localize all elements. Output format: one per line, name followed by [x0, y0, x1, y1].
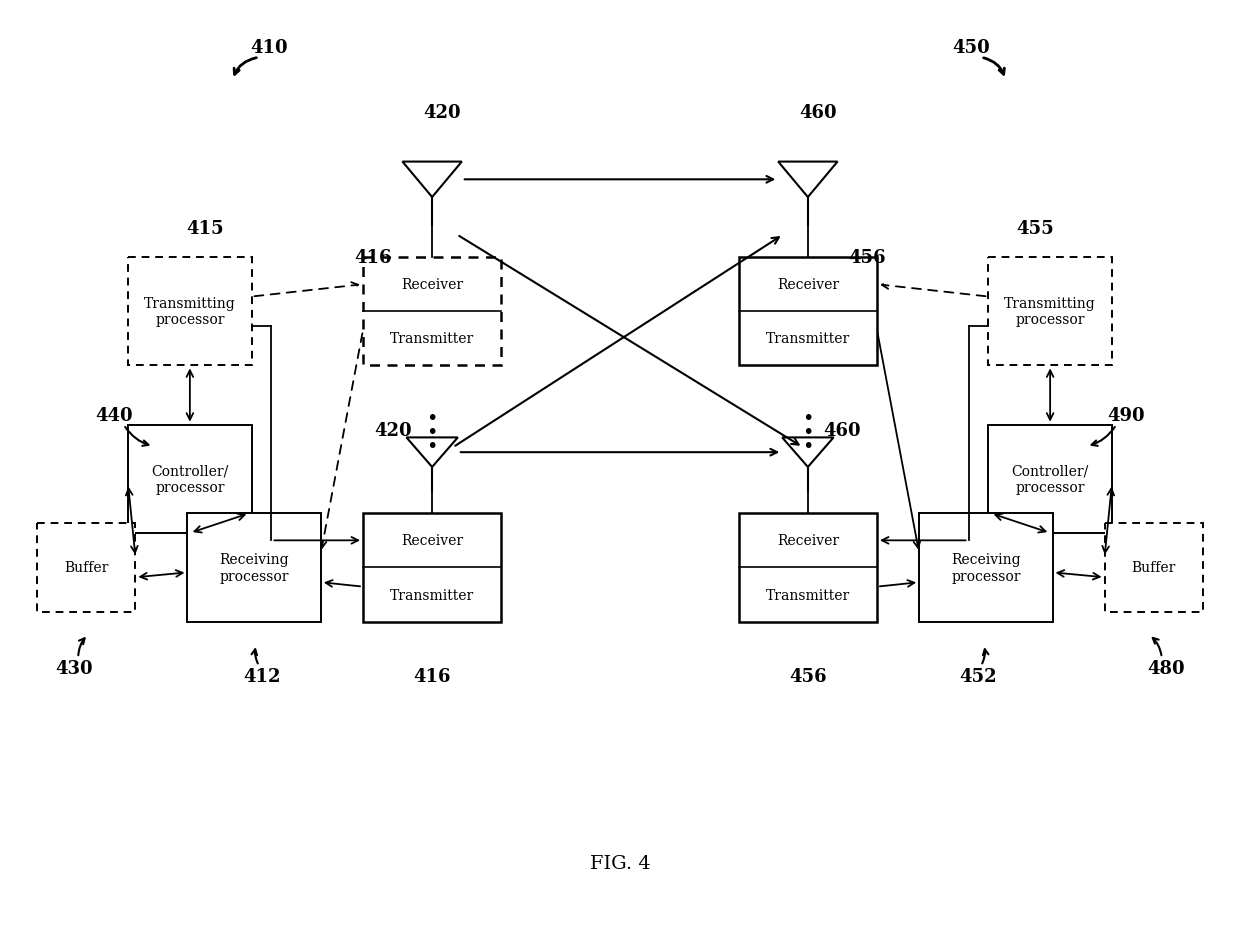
- Text: 415: 415: [186, 219, 223, 238]
- Text: Receiver: Receiver: [776, 277, 839, 292]
- Text: 480: 480: [1147, 659, 1184, 677]
- Text: 460: 460: [799, 104, 837, 122]
- Bar: [128, 425, 252, 534]
- Text: Receiver: Receiver: [776, 534, 839, 548]
- Text: 416: 416: [413, 667, 451, 685]
- Text: 412: 412: [243, 667, 280, 685]
- Bar: [187, 514, 321, 622]
- Text: 440: 440: [95, 406, 133, 424]
- Bar: [919, 514, 1053, 622]
- Text: Receiver: Receiver: [401, 277, 464, 292]
- Text: •: •: [802, 422, 813, 442]
- Text: Transmitting
processor: Transmitting processor: [144, 297, 236, 327]
- Text: Transmitter: Transmitter: [391, 332, 474, 346]
- Text: FIG. 4: FIG. 4: [590, 854, 650, 872]
- Text: Transmitter: Transmitter: [766, 332, 849, 346]
- Bar: [128, 258, 252, 366]
- Text: Transmitter: Transmitter: [766, 587, 849, 602]
- Bar: [739, 514, 877, 622]
- Text: •: •: [802, 436, 813, 456]
- Text: 420: 420: [373, 421, 412, 439]
- Text: 460: 460: [823, 421, 862, 439]
- Text: 452: 452: [959, 667, 997, 685]
- Text: Transmitting
processor: Transmitting processor: [1004, 297, 1096, 327]
- Text: 416: 416: [355, 249, 392, 267]
- Text: 450: 450: [952, 39, 990, 58]
- Bar: [1105, 523, 1203, 612]
- Bar: [363, 258, 501, 366]
- Text: 455: 455: [1017, 219, 1054, 238]
- Text: •: •: [427, 408, 438, 428]
- Text: •: •: [427, 436, 438, 456]
- Text: Receiver: Receiver: [401, 534, 464, 548]
- Bar: [363, 514, 501, 622]
- Bar: [739, 258, 877, 366]
- Bar: [37, 523, 135, 612]
- Text: Buffer: Buffer: [64, 561, 108, 574]
- Text: •: •: [427, 422, 438, 442]
- Text: Receiving
processor: Receiving processor: [951, 553, 1021, 583]
- Text: •: •: [802, 408, 813, 428]
- Text: 490: 490: [1107, 406, 1145, 424]
- Text: 410: 410: [250, 39, 288, 58]
- Text: 456: 456: [789, 667, 827, 685]
- Bar: [988, 425, 1112, 534]
- Text: 420: 420: [423, 104, 461, 122]
- Text: 456: 456: [848, 249, 887, 267]
- Text: Controller/
processor: Controller/ processor: [1012, 464, 1089, 495]
- Text: Transmitter: Transmitter: [391, 587, 474, 602]
- Text: Buffer: Buffer: [1132, 561, 1176, 574]
- Text: Receiving
processor: Receiving processor: [219, 553, 289, 583]
- Bar: [988, 258, 1112, 366]
- Text: 430: 430: [56, 659, 93, 677]
- Text: Controller/
processor: Controller/ processor: [151, 464, 228, 495]
